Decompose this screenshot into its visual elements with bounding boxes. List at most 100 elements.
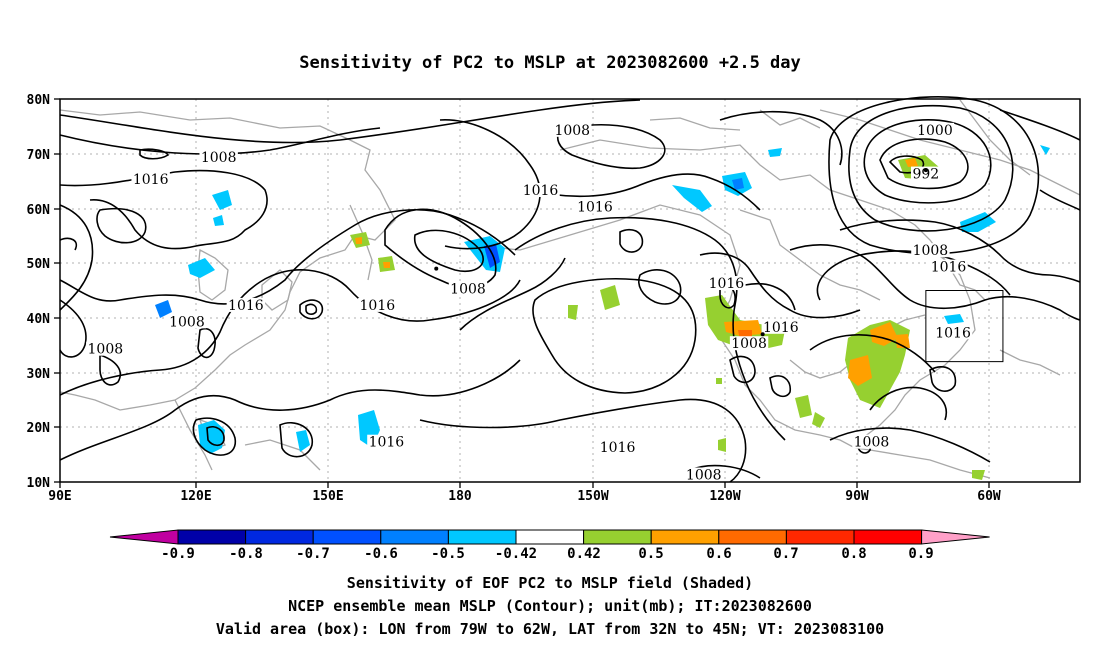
contour-label-bg: [707, 276, 746, 291]
axis-ticks: [54, 98, 990, 488]
colorbar-swatch: [515, 529, 585, 545]
shade-patch: [795, 395, 812, 418]
colorbar-labels: -0.9 -0.8 -0.7 -0.6 -0.5 -0.42 0.42 0.5 …: [161, 546, 934, 562]
y-tick-label: 40N: [27, 312, 51, 327]
colorbar-label: -0.9: [161, 546, 195, 562]
contour-label: 1016: [709, 276, 745, 292]
contour-label-bg: [852, 434, 891, 449]
contour-label-bg: [167, 314, 207, 329]
colorbar-swatch: [718, 529, 787, 545]
contour-label: 1016: [133, 172, 169, 188]
pressure-center-dot: [760, 332, 765, 337]
contour-label: 992: [912, 167, 939, 183]
contour-label-bg: [729, 336, 769, 351]
shade-patch: [355, 237, 362, 244]
contour-label: 1008: [731, 336, 767, 352]
contour-label: 1016: [228, 298, 264, 314]
shade-patch: [944, 314, 964, 324]
gridlines: [60, 99, 1080, 482]
contour-label-bg: [448, 281, 488, 296]
colorbar-label: -0.42: [495, 546, 537, 562]
contour-label-bg: [910, 166, 941, 181]
shade-patch: [484, 244, 500, 268]
shade-patch: [213, 215, 224, 226]
x-tick-label: 90E: [48, 489, 71, 504]
colorbar-label: 0.6: [706, 546, 731, 562]
colorbar-low-extension: [109, 529, 179, 545]
x-tick-label: 120W: [709, 489, 740, 504]
shade-patch: [768, 148, 782, 157]
pressure-center-dot: [434, 266, 439, 271]
colorbar-swatch: [853, 529, 923, 545]
x-tick-label: 90W: [845, 489, 869, 504]
contour-label-bg: [358, 297, 397, 312]
colorbar-label: -0.5: [431, 546, 465, 562]
caption-valid-area: Valid area (box): LON from 79W to 62W, L…: [216, 620, 884, 638]
contour-label: 1008: [201, 150, 237, 166]
valid-area-box: [925, 290, 1004, 363]
colorbar-swatch: [177, 529, 247, 545]
pressure-center-dot: [923, 168, 928, 173]
colorbar-label: -0.6: [364, 546, 398, 562]
shade-patch: [732, 178, 744, 190]
contour-label-bg: [933, 325, 973, 340]
x-tick-label: 180: [448, 489, 472, 504]
colorbar-high-extension: [921, 529, 990, 545]
contour-label-bg: [367, 434, 406, 449]
contour-label-bg: [915, 122, 955, 137]
y-axis-labels: 80N 70N 60N 50N 40N 30N 20N 10N: [27, 93, 51, 491]
shade-patch: [155, 300, 172, 318]
shade-patch: [905, 158, 918, 167]
contour-label: 1008: [450, 282, 486, 298]
colorbar-label: 0.8: [841, 546, 866, 562]
colorbar-label: -0.7: [296, 546, 330, 562]
contour-label-bg: [521, 183, 560, 198]
contour-label: 1016: [935, 325, 971, 341]
colorbar-label: 0.42: [567, 546, 601, 562]
shade-patch: [812, 412, 825, 428]
colorbar-swatch: [312, 529, 382, 545]
shade-patch: [848, 355, 872, 386]
colorbar-swatch: [245, 529, 314, 545]
contour-label: 1008: [554, 123, 590, 139]
contour-label-bg: [575, 199, 615, 214]
shade-patch: [972, 470, 985, 480]
y-tick-label: 80N: [27, 93, 51, 108]
map-panel: 1008101610161008100810161008101610081016…: [59, 96, 1081, 484]
shade-patch: [212, 190, 232, 210]
contour-label: 1008: [913, 243, 949, 259]
contour-label-bg: [86, 341, 125, 356]
mslp-contours: [59, 96, 1081, 483]
colorbar-label: 0.7: [773, 546, 798, 562]
colorbar-swatch: [447, 529, 517, 545]
contour-label: 1008: [169, 314, 205, 330]
contour-label-bg: [553, 122, 592, 137]
pressure-centers: [434, 168, 928, 337]
contour-label: 1016: [931, 260, 967, 276]
y-tick-label: 50N: [27, 257, 51, 272]
contour-label: 1016: [523, 183, 559, 199]
x-tick-label: 150E: [312, 489, 343, 504]
contour-label-bg: [598, 440, 637, 455]
shade-patch: [672, 185, 712, 212]
shade-patch: [718, 438, 726, 452]
colorbar-label: -0.8: [229, 546, 263, 562]
colorbar-label: 0.9: [908, 546, 933, 562]
colorbar-label: 0.5: [638, 546, 663, 562]
x-tick-label: 60W: [977, 489, 1001, 504]
colorbar: [109, 529, 990, 545]
contour-label-bg: [199, 150, 238, 165]
contour-label: 1008: [686, 468, 722, 484]
plot-frame: [59, 98, 1081, 483]
shade-patch: [296, 430, 310, 452]
chart-title: Sensitivity of PC2 to MSLP at 2023082600…: [299, 53, 801, 73]
caption-contour: NCEP ensemble mean MSLP (Contour); unit(…: [288, 597, 812, 615]
shade-patch: [383, 262, 390, 268]
contour-label-bg: [226, 297, 266, 312]
contour-label-bg: [911, 243, 950, 258]
contour-label: 1016: [369, 435, 405, 451]
contour-labels: 1008101610161008100810161008101610081016…: [86, 122, 973, 484]
x-axis-labels: 90E 120E 150E 180 150W 120W 90W 60W: [48, 489, 1001, 504]
colorbar-swatch: [583, 529, 652, 545]
